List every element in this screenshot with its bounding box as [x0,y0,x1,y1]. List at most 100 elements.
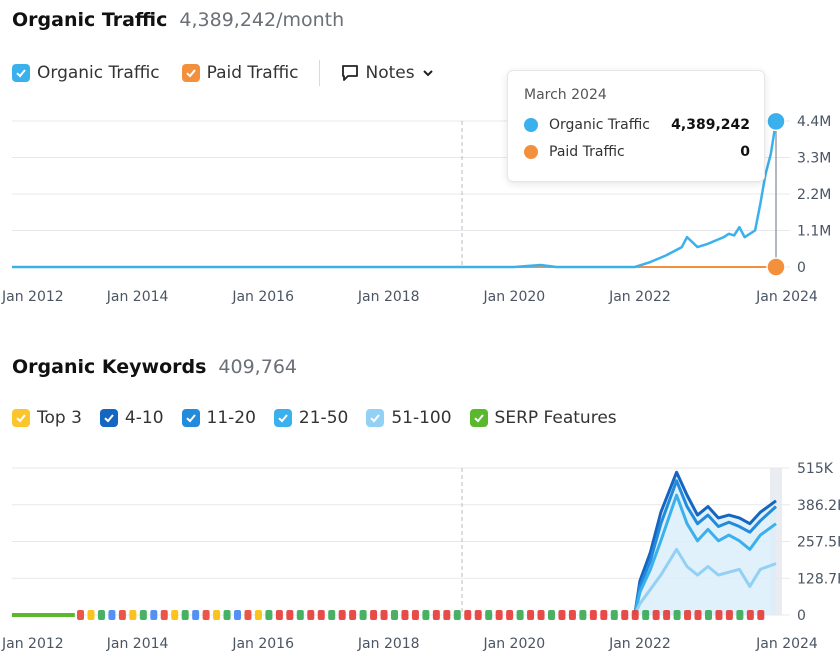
checkbox-checked-icon[interactable] [469,409,488,427]
google-update-marker [223,610,231,620]
google-update-marker [600,610,608,620]
google-update-marker [684,610,692,620]
legend-label: 11-20 [206,408,256,428]
checkbox-checked-icon[interactable] [273,409,292,427]
google-update-marker [181,610,189,620]
google-update-marker [202,610,210,620]
checkbox-checked-icon[interactable] [181,409,200,427]
google-update-marker [704,610,712,620]
notes-label: Notes [365,63,415,83]
google-update-marker [663,610,671,620]
traffic-total-value: 4,389,242/month [179,9,345,31]
y-tick-label: 257.5K [797,535,840,551]
checkbox-checked-icon[interactable] [99,409,118,427]
google-update-marker [527,610,535,620]
legend-label: 51-100 [391,408,452,428]
series-line-organic-traffic [12,121,778,269]
google-update-marker [642,610,650,620]
x-tick-label: Jan 2024 [755,289,818,305]
y-tick-label: 0 [797,260,806,276]
y-tick-label: 3.3M [797,151,831,167]
tooltip-value: 0 [740,144,750,160]
legend-kw-2[interactable]: 11-20 [181,408,256,428]
series-line-51-100 [633,547,777,616]
legend-kw-3[interactable]: 21-50 [273,408,348,428]
tooltip-date: March 2024 [524,87,607,103]
y-tick-label: 386.2K [797,498,840,514]
x-tick-label: Jan 2016 [231,289,294,305]
google-update-marker [631,610,639,620]
organic-keywords-chart[interactable]: 515K 386.2K 257.5K 128.7K 0 Jan 2012 Jan 2014 J… [0,455,840,657]
google-update-marker [715,610,723,620]
organic-point-marker [766,111,786,132]
google-update-marker [547,610,555,620]
paid-point-marker [766,257,786,277]
legend-kw-4[interactable]: 51-100 [366,408,452,428]
google-update-marker [192,610,200,620]
checkbox-checked-icon[interactable] [366,409,385,427]
y-tick-label: 1.1M [797,224,831,240]
google-update-marker [150,610,158,620]
google-update-marker [97,610,105,620]
google-update-marker [213,610,221,620]
google-update-marker [160,610,168,620]
google-update-marker [338,610,346,620]
google-update-marker [391,610,398,620]
google-update-marker [307,610,315,620]
google-update-marker [129,610,137,620]
google-update-marker [495,610,503,620]
x-tick-label: Jan 2012 [1,289,64,305]
y-tick-label: 4.4M [797,114,831,130]
google-update-marker [652,610,660,620]
google-update-marker [537,610,545,620]
google-update-marker [401,610,409,620]
legend-kw-5[interactable]: SERP Features [469,408,617,428]
legend-label: Top 3 [37,408,82,428]
y-tick-label: 515K [797,461,834,477]
x-tick-label: Jan 2012 [1,636,64,652]
legend-paid-traffic[interactable]: Paid Traffic [181,63,299,83]
chart-tooltip: March 2024 Organic Traffic 4,389,242 Pai… [507,70,765,182]
x-tick-label: Jan 2022 [608,289,671,305]
traffic-legend: Organic Traffic Paid Traffic Notes [12,60,441,86]
checkbox-checked-icon[interactable] [12,64,30,82]
google-update-marker [275,610,283,620]
google-update-marker [171,610,179,620]
google-update-marker [589,610,597,620]
tooltip-row-paid: Paid Traffic 0 [524,144,750,160]
legend-kw-0[interactable]: Top 3 [12,408,82,428]
x-tick-label: Jan 2014 [106,636,169,652]
legend-label: 4-10 [124,408,164,428]
google-update-marker [254,610,262,620]
x-tick-label: Jan 2018 [357,289,420,305]
legend-kw-1[interactable]: 4-10 [99,408,164,428]
checkbox-checked-icon[interactable] [181,64,200,82]
series-line-11-20 [633,479,778,616]
google-update-marker [558,610,566,620]
organic-traffic-chart[interactable]: 4.4M 3.3M 2.2M 1.1M 0 Jan 2012 Jan 2014 Jan 201… [0,100,840,315]
google-update-marker [432,610,440,620]
google-update-marker [139,610,147,620]
tooltip-label: Paid Traffic [549,144,625,160]
google-update-marker [108,610,116,620]
legend-label: Organic Traffic [37,63,160,83]
google-update-marker [474,610,482,620]
tooltip-value: 4,389,242 [671,117,750,133]
checkbox-checked-icon[interactable] [12,409,30,427]
google-update-marker [694,610,702,620]
google-update-marker [317,610,325,620]
notes-dropdown[interactable]: Notes [340,63,441,83]
legend-organic-traffic[interactable]: Organic Traffic [12,63,160,83]
x-tick-label: Jan 2016 [231,636,294,652]
google-update-marker [296,610,304,620]
google-update-marker [77,610,85,620]
google-update-marker [736,610,744,620]
x-tick-label: Jan 2014 [106,289,169,305]
google-update-marker [328,610,336,620]
google-update-marker [621,610,629,620]
tooltip-label: Organic Traffic [549,117,650,133]
google-update-marker [757,610,765,620]
google-update-marker [568,610,576,620]
keywords-total-value: 409,764 [218,356,297,378]
google-update-marker [453,610,461,620]
